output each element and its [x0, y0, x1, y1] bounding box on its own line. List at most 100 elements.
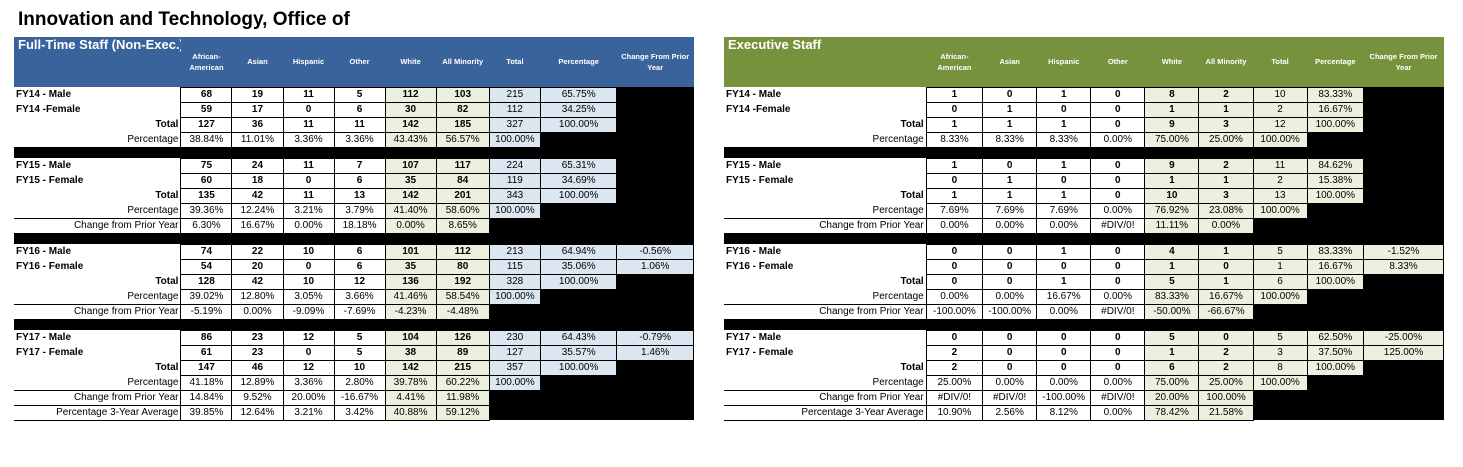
- data-cell: 2: [1198, 344, 1254, 361]
- data-cell: 12: [333, 273, 386, 290]
- data-cell: 0: [1036, 344, 1092, 361]
- data-cell: 8.65%: [435, 217, 490, 234]
- data-cell: 9: [1144, 157, 1200, 174]
- data-cell: 9: [1144, 116, 1200, 133]
- table-row: Total 127 36 11 11 142 185 327 100.00%: [14, 116, 694, 133]
- data-cell: #DIV/0!: [982, 389, 1038, 406]
- data-cell: 12.89%: [231, 374, 284, 391]
- data-cell: 2: [1198, 86, 1254, 103]
- separator-cell: [14, 147, 181, 158]
- data-cell: 41.18%: [180, 374, 233, 391]
- data-cell: 0: [1036, 258, 1092, 275]
- data-cell: 39.78%: [384, 374, 437, 391]
- column-header: Asian: [982, 37, 1037, 87]
- table-row: Percentage 39.02% 12.80% 3.05% 3.66% 41.46% 58…: [14, 288, 694, 305]
- data-cell: 1: [1036, 273, 1092, 290]
- data-cell: [540, 304, 617, 319]
- separator-cell: [489, 147, 541, 158]
- data-cell: 1: [1144, 172, 1200, 189]
- data-cell: 0: [1198, 329, 1254, 346]
- data-cell: [1363, 102, 1444, 117]
- data-cell: 75.00%: [1144, 374, 1200, 391]
- data-cell: 3.21%: [282, 404, 335, 421]
- separator-cell: [1198, 147, 1254, 158]
- table-row: Total 1 1 1 0 10 3 13 100.00%: [724, 187, 1444, 204]
- group-separator: [14, 319, 694, 330]
- row-label: FY17 - Female: [726, 347, 794, 358]
- data-cell: 3.79%: [333, 202, 386, 219]
- data-cell: 1: [1036, 116, 1092, 133]
- data-cell: -50.00%: [1144, 303, 1200, 320]
- executive-staff-table: Executive Staff African-American Asian Hisp…: [724, 37, 1444, 421]
- data-cell: 5: [333, 344, 386, 361]
- data-cell: 112: [435, 243, 490, 260]
- data-cell: [1363, 218, 1444, 233]
- data-cell: 136: [384, 273, 437, 290]
- row-label: Change from Prior Year: [724, 304, 927, 320]
- data-cell: 36: [231, 116, 284, 133]
- table-row: FY17 - Female 61 23 0 5 38 89 127 35.57% 1.46%: [14, 344, 694, 361]
- separator-cell: [1090, 147, 1145, 158]
- data-cell: [1363, 173, 1444, 188]
- data-cell: -5.19%: [180, 303, 233, 320]
- table-row: FY16 - Male 0 0 1 0 4 1 5 83.33% -1.52%: [724, 243, 1444, 260]
- data-cell: [1363, 289, 1444, 304]
- data-cell: 1: [982, 101, 1038, 118]
- row-label: FY17 - Male: [726, 332, 782, 343]
- data-cell: 83.33%: [1144, 288, 1200, 305]
- data-cell: 3.66%: [333, 288, 386, 305]
- data-cell: 2: [1252, 101, 1308, 118]
- section-heading: Executive Staff: [724, 37, 927, 87]
- data-cell: 1: [1144, 344, 1200, 361]
- data-cell: [1363, 132, 1444, 147]
- data-cell: -0.56%: [616, 243, 694, 260]
- data-cell: -4.48%: [435, 303, 490, 320]
- data-cell: 1: [1036, 86, 1092, 103]
- data-cell: 11.01%: [231, 131, 284, 148]
- data-cell: -0.79%: [616, 329, 694, 346]
- data-cell: 100.00%: [539, 359, 618, 376]
- data-cell: 35.06%: [539, 258, 618, 275]
- data-cell: 1: [1144, 258, 1200, 275]
- data-cell: [1363, 117, 1444, 132]
- data-cell: 12: [282, 359, 335, 376]
- data-cell: 8.33%: [925, 131, 984, 148]
- data-cell: 1: [1144, 101, 1200, 118]
- data-cell: 1: [982, 187, 1038, 204]
- data-cell: 0: [282, 101, 335, 118]
- separator-cell: [540, 233, 617, 244]
- group-separator: [724, 147, 1444, 158]
- separator-cell: [385, 319, 437, 330]
- data-cell: [1307, 405, 1364, 420]
- data-cell: 16.67%: [1036, 288, 1092, 305]
- column-header: Change From Prior Year: [616, 37, 694, 87]
- data-cell: 0: [282, 258, 335, 275]
- data-cell: 100.00%: [539, 116, 618, 133]
- data-cell: 343: [488, 187, 541, 204]
- data-cell: 21.58%: [1198, 404, 1254, 421]
- data-cell: 119: [488, 172, 541, 189]
- data-cell: 100.00%: [1306, 187, 1365, 204]
- separator-cell: [540, 319, 617, 330]
- data-cell: 35.57%: [539, 344, 618, 361]
- separator-cell: [436, 233, 490, 244]
- row-label: FY16 - Female: [726, 261, 794, 272]
- data-cell: [616, 360, 694, 375]
- separator-cell: [1198, 233, 1254, 244]
- table-row: Percentage 7.69% 7.69% 7.69% 0.00% 76.92% 23.0…: [724, 202, 1444, 219]
- separator-cell: [1144, 233, 1199, 244]
- data-cell: 0.00%: [1036, 374, 1092, 391]
- data-cell: 39.02%: [180, 288, 233, 305]
- data-cell: 60: [180, 172, 233, 189]
- data-cell: [616, 218, 694, 233]
- data-cell: -9.09%: [282, 303, 335, 320]
- data-cell: 84.62%: [1306, 157, 1365, 174]
- data-cell: -100.00%: [1036, 389, 1092, 406]
- data-cell: 0.00%: [384, 217, 437, 234]
- data-cell: 76.92%: [1144, 202, 1200, 219]
- data-cell: 10: [282, 243, 335, 260]
- data-cell: 11.98%: [435, 389, 490, 406]
- data-cell: 0: [1036, 329, 1092, 346]
- data-cell: 1: [925, 86, 984, 103]
- data-cell: 12: [282, 329, 335, 346]
